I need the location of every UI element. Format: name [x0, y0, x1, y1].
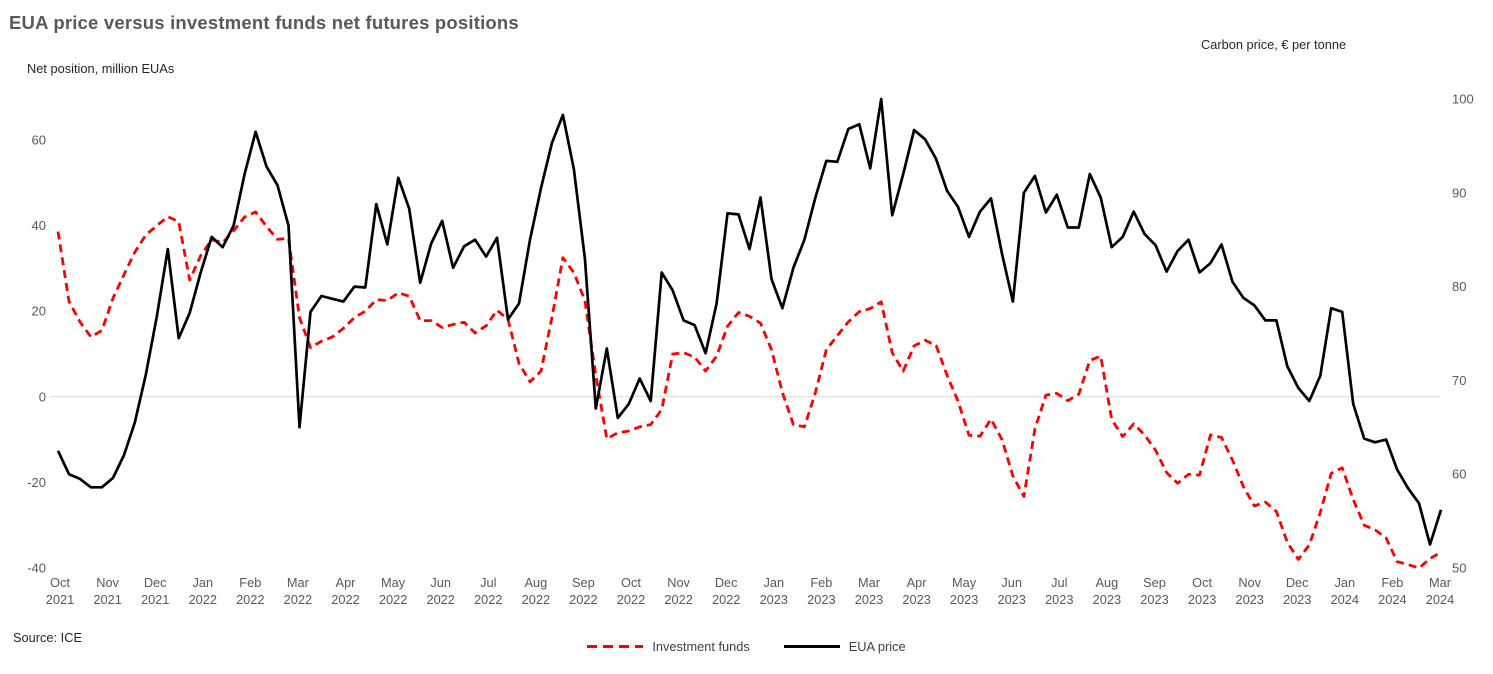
x-axis-label: Dec 2022: [712, 575, 740, 607]
left-axis-tick: 60: [32, 133, 46, 148]
x-axis-label: Aug 2023: [1093, 575, 1121, 607]
x-axis-label: Nov 2021: [93, 575, 121, 607]
x-axis-label: Jan 2022: [189, 575, 217, 607]
legend-item: Investment funds: [587, 639, 750, 654]
legend: Investment funds EUA price: [0, 639, 1493, 654]
left-axis-tick: 40: [32, 218, 46, 233]
left-axis-tick: -40: [27, 561, 46, 576]
x-axis-label: Jul 2023: [1045, 575, 1073, 607]
right-axis-tick: 50: [1452, 561, 1466, 576]
x-axis-label: Nov 2023: [1235, 575, 1263, 607]
legend-label: Investment funds: [652, 639, 750, 654]
right-axis-tick: 90: [1452, 185, 1466, 200]
source-note: Source: ICE: [13, 630, 82, 645]
x-axis-label: Feb 2023: [807, 575, 835, 607]
chart-title: EUA price versus investment funds net fu…: [9, 12, 519, 33]
x-axis-label: Apr 2023: [902, 575, 930, 607]
right-axis-title: Carbon price, € per tonne: [1201, 37, 1347, 52]
x-axis-label: Feb 2024: [1378, 575, 1406, 607]
x-axis-label: May 2023: [950, 575, 978, 607]
x-axis-label: Mar 2023: [855, 575, 883, 607]
x-axis-label: Feb 2022: [236, 575, 264, 607]
right-axis-tick: 80: [1452, 279, 1466, 294]
left-axis-tick: -20: [27, 475, 46, 490]
left-axis-tick: 0: [39, 389, 46, 404]
legend-item: EUA price: [783, 639, 906, 654]
left-axis-tick: 20: [32, 304, 46, 319]
left-axis-title: Net position, million EUAs: [27, 61, 175, 76]
x-axis-label: Oct 2023: [1188, 575, 1216, 607]
x-axis-label: Jan 2023: [760, 575, 788, 607]
right-axis-tick: 70: [1452, 373, 1466, 388]
x-axis-label: Sep 2023: [1140, 575, 1168, 607]
right-axis-tick: 100: [1452, 92, 1474, 107]
solid-line-marker: [783, 645, 840, 648]
x-axis-label: Jan 2024: [1331, 575, 1359, 607]
x-axis-label: Mar 2022: [284, 575, 312, 607]
legend-label: EUA price: [848, 639, 906, 654]
dashed-line-marker: [587, 645, 644, 648]
x-axis-label: Jul 2022: [474, 575, 502, 607]
x-axis-label: Dec 2023: [1283, 575, 1311, 607]
x-axis-label: Sep 2022: [569, 575, 597, 607]
x-axis-label: Nov 2022: [664, 575, 692, 607]
right-axis-tick: 60: [1452, 467, 1466, 482]
eua-price-line: [56, 97, 1443, 546]
investment-funds-line: [56, 210, 1442, 570]
x-axis-label: Dec 2021: [141, 575, 169, 607]
x-axis-label: Apr 2022: [331, 575, 359, 607]
x-axis-label: Aug 2022: [522, 575, 550, 607]
x-axis-label: Jun 2023: [997, 575, 1025, 607]
x-axis-label: May 2022: [379, 575, 407, 607]
x-axis-label: Jun 2022: [426, 575, 454, 607]
x-axis-label: Oct 2022: [617, 575, 645, 607]
x-axis-label: Oct 2021: [46, 575, 74, 607]
x-axis-label: Mar 2024: [1426, 575, 1454, 607]
